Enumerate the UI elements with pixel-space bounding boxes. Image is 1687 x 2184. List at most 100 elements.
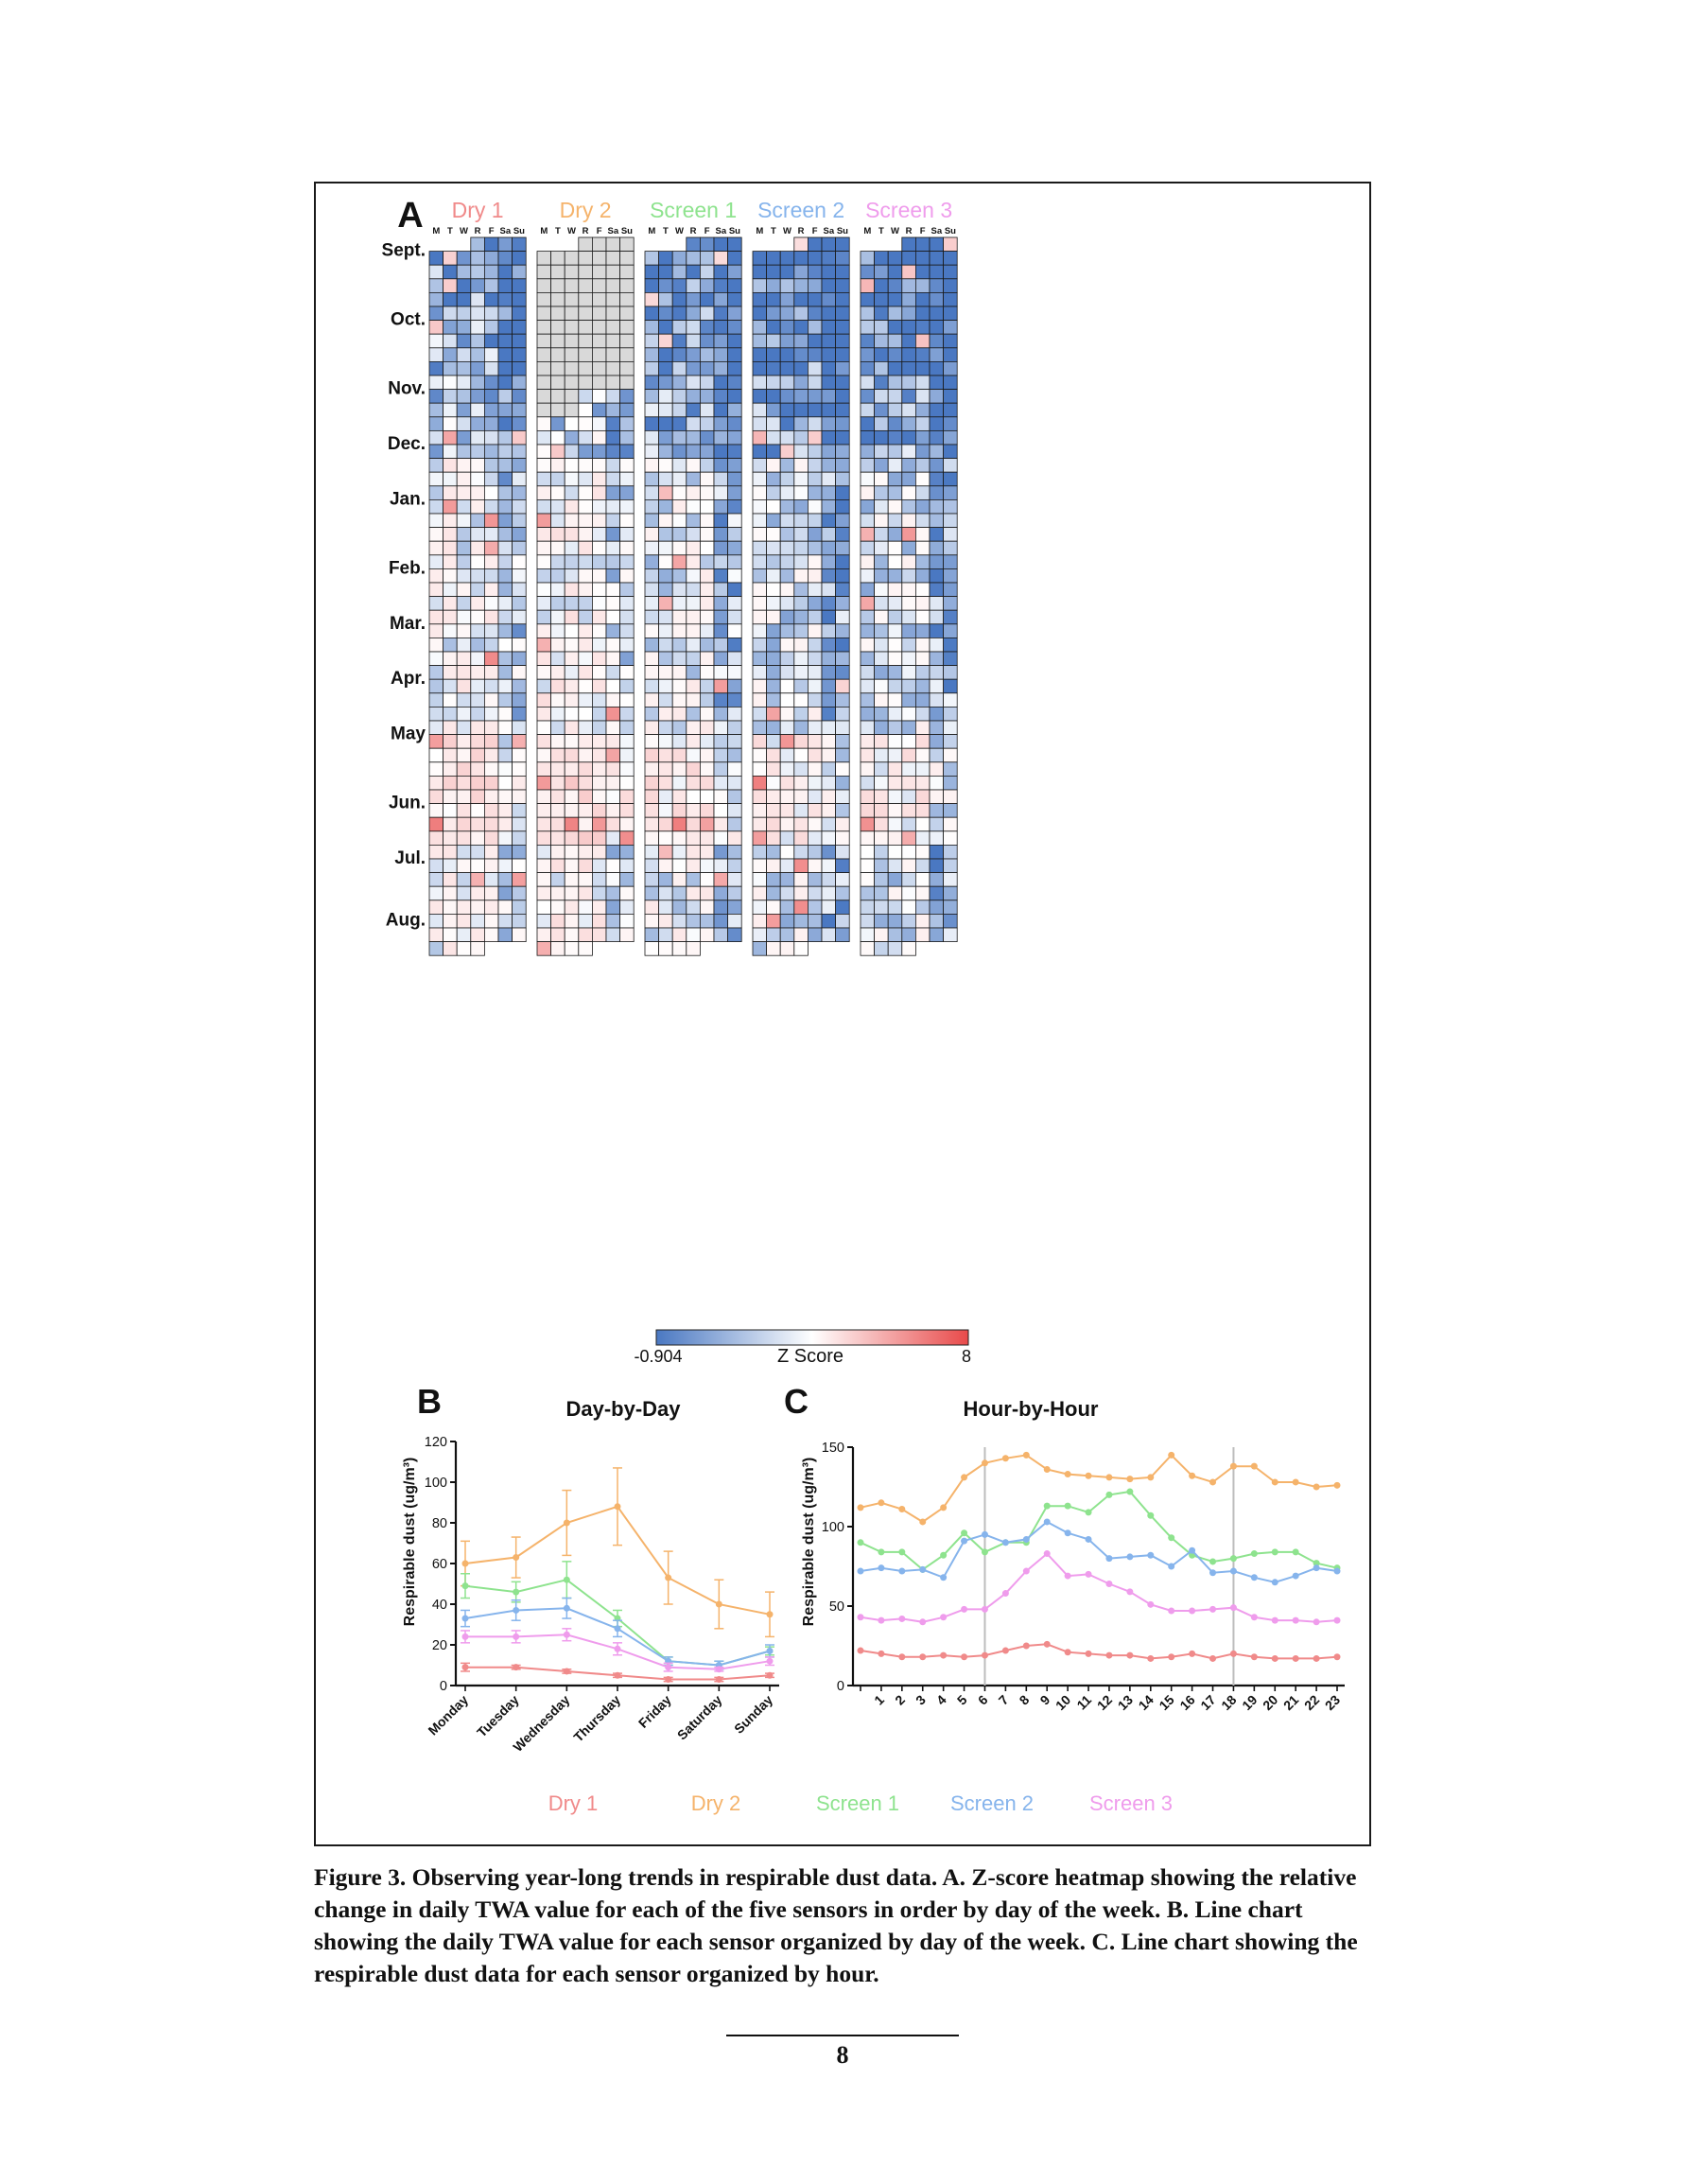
heatmap-cell	[901, 498, 916, 515]
heatmap-cell	[456, 678, 472, 694]
heatmap-cell	[699, 360, 715, 376]
heatmap-cell	[727, 803, 742, 818]
heatmap-cell	[536, 416, 552, 431]
heatmap-cell	[943, 389, 958, 404]
x-tick-label: 19	[1239, 1692, 1260, 1713]
heatmap-cell	[821, 429, 837, 446]
heatmap-cell	[713, 872, 729, 887]
heatmap-cell	[564, 927, 580, 943]
panel-label-b: B	[417, 1382, 442, 1421]
x-tick-label: 10	[1052, 1692, 1073, 1713]
heatmap-cell	[536, 458, 552, 473]
data-point	[1064, 1572, 1071, 1580]
heatmap-cell	[644, 429, 660, 446]
heatmap-cell	[658, 320, 673, 335]
heatmap-cell	[619, 637, 635, 653]
heatmap-cell	[821, 665, 837, 680]
heatmap-cell	[887, 402, 903, 418]
heatmap-cell	[727, 429, 742, 446]
heatmap-cell	[713, 347, 729, 362]
heatmap-cell	[456, 360, 472, 376]
heatmap-cell	[497, 609, 513, 625]
heatmap-cell	[512, 416, 527, 431]
heatmap-cell	[860, 458, 876, 473]
heatmap-cell	[727, 513, 742, 529]
heatmap-cell	[671, 389, 687, 404]
heatmap-cell	[443, 761, 458, 777]
heatmap-cell	[874, 485, 889, 500]
heatmap-cell	[470, 333, 485, 349]
heatmap-cell	[943, 609, 958, 625]
heatmap-cell	[619, 485, 635, 500]
heatmap-cell	[779, 927, 795, 943]
heatmap-cell	[929, 333, 945, 349]
heatmap-cell	[591, 333, 607, 349]
heatmap-cell	[713, 333, 729, 349]
heatmap-cell	[860, 637, 876, 653]
heatmap-cell	[578, 251, 593, 266]
heatmap-cell	[808, 458, 823, 473]
heatmap-cell	[860, 554, 876, 569]
heatmap-cell	[483, 692, 499, 708]
heatmap-cell	[766, 540, 781, 556]
heatmap-cell	[713, 264, 729, 280]
heatmap-cell	[929, 596, 945, 611]
heatmap-cell	[456, 554, 472, 569]
heatmap-cell	[929, 347, 945, 362]
data-point	[1085, 1535, 1092, 1543]
heatmap-cell	[536, 264, 552, 280]
heatmap-cell	[766, 471, 781, 487]
heatmap-cell	[536, 885, 552, 901]
heatmap-cell	[887, 927, 903, 943]
heatmap-cell	[874, 789, 889, 805]
heatmap-cell	[686, 333, 701, 349]
heatmap-cell	[793, 292, 809, 307]
heatmap-cell	[752, 830, 768, 846]
heatmap-cell	[644, 444, 660, 460]
heatmap-cell	[887, 900, 903, 915]
heatmap-cell	[860, 761, 876, 777]
heatmap-cell	[821, 858, 837, 874]
data-point	[1168, 1607, 1175, 1615]
heatmap-cell	[564, 402, 580, 418]
heatmap-cell	[835, 292, 850, 307]
heatmap-cell	[766, 416, 781, 431]
heatmap-cell	[793, 236, 809, 253]
heatmap-cell	[766, 596, 781, 611]
data-point	[665, 1676, 672, 1684]
heatmap-cell	[550, 927, 565, 943]
heatmap-cell	[713, 596, 729, 611]
heatmap-cell	[497, 927, 513, 943]
day-label-w: W	[567, 226, 576, 236]
heatmap-cell	[564, 941, 580, 956]
heatmap-cell	[658, 347, 673, 362]
heatmap-cell	[671, 900, 687, 915]
heatmap-cell	[874, 333, 889, 349]
heatmap-title-screen-2: Screen 2	[757, 198, 844, 222]
heatmap-cell	[605, 707, 621, 722]
heatmap-cell	[699, 885, 715, 901]
heatmap-cell	[619, 707, 635, 722]
heatmap-cell	[470, 637, 485, 653]
heatmap-cell	[671, 678, 687, 694]
heatmap-cell	[578, 858, 593, 874]
data-point	[878, 1564, 885, 1572]
heatmap-cell	[428, 845, 444, 860]
heatmap-cell	[821, 320, 837, 335]
heatmap-cell	[456, 623, 472, 638]
heatmap-cell	[658, 540, 673, 556]
data-point	[1292, 1616, 1299, 1624]
heatmap-cell	[887, 333, 903, 349]
heatmap-cell	[456, 900, 472, 915]
x-tick-label: Sunday	[731, 1692, 775, 1737]
heatmap-cell	[686, 527, 701, 542]
heatmap-cell	[550, 747, 565, 763]
heatmap-cell	[456, 872, 472, 887]
heatmap-cell	[793, 402, 809, 418]
heatmap-cell	[671, 623, 687, 638]
heatmap-cell	[658, 885, 673, 901]
heatmap-cell	[483, 665, 499, 680]
heatmap-cell	[779, 623, 795, 638]
heatmap-cell	[470, 678, 485, 694]
heatmap-cell	[428, 347, 444, 362]
